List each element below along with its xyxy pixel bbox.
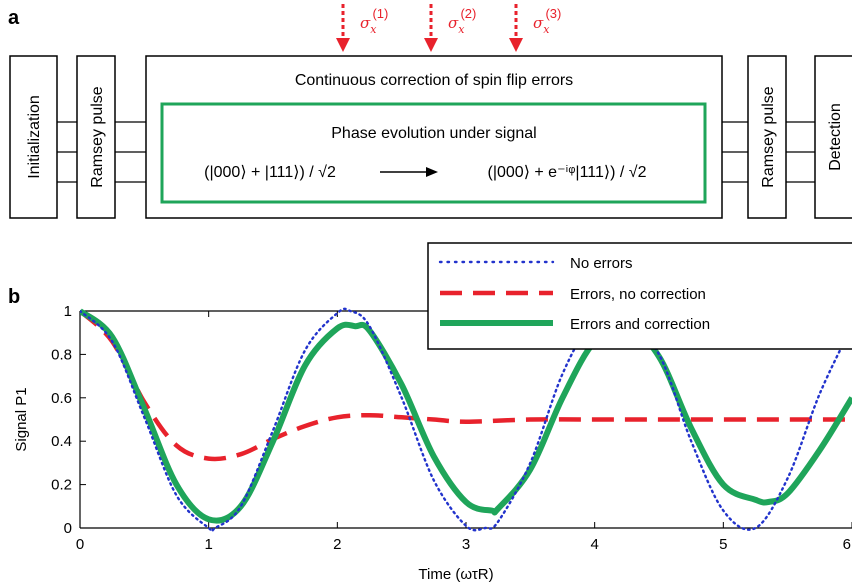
x-axis-label: Time (ωτR) bbox=[418, 566, 493, 583]
series-line-errors-no-correction bbox=[80, 309, 852, 462]
detection-box: Detection bbox=[814, 55, 852, 219]
initial-state: (|000⟩ + |111⟩) / √2 bbox=[204, 164, 336, 181]
y-tick-label: 0.2 bbox=[51, 477, 72, 494]
x-tick-label: 3 bbox=[462, 536, 470, 553]
pulse-arrow-head bbox=[424, 38, 438, 52]
legend-label: Errors and correction bbox=[570, 316, 710, 333]
legend-label: Errors, no correction bbox=[570, 286, 706, 303]
ramsey-pulse-right-box: Ramsey pulse bbox=[747, 55, 787, 219]
pulse-3: σx(3) bbox=[509, 4, 561, 52]
x-tick-label: 5 bbox=[719, 536, 727, 553]
legend-box bbox=[427, 242, 852, 350]
x-tick-label: 1 bbox=[204, 536, 212, 553]
correction-box-title: Continuous correction of spin flip error… bbox=[295, 72, 573, 89]
pulse-arrows: σx(1) σx(2) σx(3) bbox=[336, 4, 561, 52]
panel-b-label: b bbox=[8, 286, 20, 308]
qubit-wires bbox=[57, 121, 815, 183]
signal-plot: 0 1 2 3 4 5 6 0 0.2 0.4 0.6 0.8 1 Time (ωτR) Signal P1 bbox=[13, 303, 852, 583]
series-line-errors-and-correction bbox=[80, 308, 852, 524]
pulse-2: σx(2) bbox=[424, 4, 476, 52]
pulse-label: σx(3) bbox=[533, 6, 561, 36]
phase-box-title: Phase evolution under signal bbox=[331, 125, 536, 142]
pulse-arrow-head bbox=[336, 38, 350, 52]
legend-label: No errors bbox=[570, 255, 633, 272]
series-group bbox=[80, 307, 852, 532]
x-tick-label: 2 bbox=[333, 536, 341, 553]
series-line-no-errors bbox=[80, 307, 852, 532]
initialization-box: Initialization bbox=[9, 55, 58, 219]
pulse-label: σx(2) bbox=[448, 6, 476, 36]
x-tick-label: 0 bbox=[76, 536, 84, 553]
y-tick-label: 0.4 bbox=[51, 433, 72, 450]
y-tick-label: 0.8 bbox=[51, 346, 72, 363]
ramsey-pulse-right-label: Ramsey pulse bbox=[760, 86, 777, 187]
detection-label: Detection bbox=[827, 103, 844, 171]
y-tick-label: 0.6 bbox=[51, 390, 72, 407]
pulse-arrow-head bbox=[509, 38, 523, 52]
ramsey-pulse-left-label: Ramsey pulse bbox=[89, 86, 106, 187]
y-axis-label: Signal P1 bbox=[13, 387, 30, 451]
panel-a-label: a bbox=[8, 7, 20, 29]
x-tick-label: 4 bbox=[590, 536, 598, 553]
phase-evolution-box: Phase evolution under signal (|000⟩ + |1… bbox=[160, 102, 707, 204]
ramsey-pulse-left-box: Ramsey pulse bbox=[76, 55, 116, 219]
y-tick-label: 1 bbox=[64, 303, 72, 320]
x-tick-label: 6 bbox=[843, 536, 851, 553]
y-tick-label: 0 bbox=[64, 520, 72, 537]
final-state: (|000⟩ + e⁻ⁱᵠ|111⟩) / √2 bbox=[488, 164, 647, 181]
pulse-label: σx(1) bbox=[360, 6, 388, 36]
evolution-arrow bbox=[380, 167, 438, 177]
legend: No errors Errors, no correction Errors and… bbox=[427, 242, 852, 350]
pulse-1: σx(1) bbox=[336, 4, 388, 52]
initialization-label: Initialization bbox=[26, 95, 43, 179]
